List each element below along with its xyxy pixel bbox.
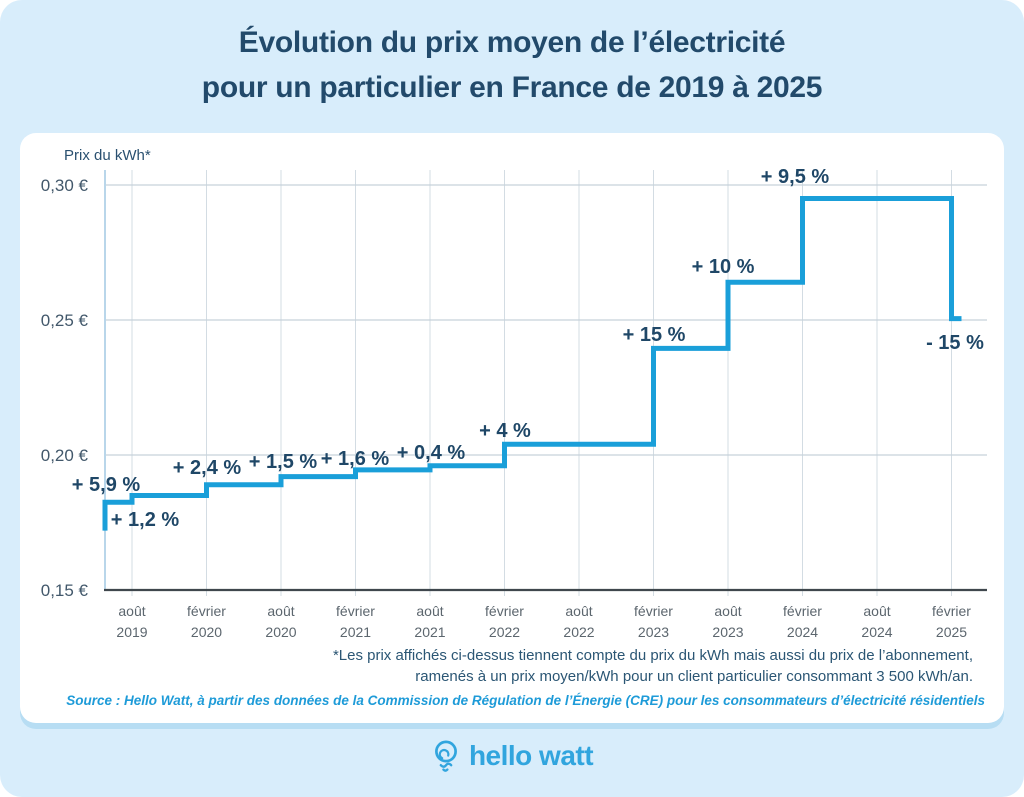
x-tick-label: août 2021 [414,603,445,640]
hellowatt-logo: hello watt [0,738,1024,774]
x-tick-label: février 2022 [485,603,524,640]
y-tick-label: 0,20 € [41,446,89,465]
x-tick-label: février 2021 [336,603,375,640]
x-tick-label: août 2024 [861,603,892,640]
price-step-line [102,196,962,531]
source-credit: Source : Hello Watt, à partir des donnée… [66,693,985,708]
logo-text: hello watt [468,740,594,771]
x-tick-label: août 2022 [563,603,594,640]
percent-change-annotation: + 5,9 % [72,474,141,496]
x-tick-label: février 2020 [187,603,226,640]
percent-change-annotation: + 0,4 % [397,442,466,464]
x-tick-label: février 2024 [783,603,822,640]
title-line-1: Évolution du prix moyen de l’électricité [238,26,786,59]
percent-change-annotation: + 15 % [623,324,686,346]
percent-change-annotation: + 1,5 % [249,451,318,473]
chart-card: 0,30 € 0,25 € 0,20 € 0,15 € août 2019 février 2… [20,133,1004,723]
price-step-chart: 0,30 € 0,25 € 0,20 € 0,15 € août 2019 février 2… [41,166,987,640]
x-tick-label: février 2023 [634,603,673,640]
footnote-line-2: ramenés à un prix moyen/kWh pour un clie… [415,668,973,685]
x-tick-label: février 2025 [932,603,971,640]
footnote-line-1: *Les prix affichés ci-dessus tiennent co… [332,647,973,664]
x-tick-label: août 2023 [712,603,743,640]
x-tick-label: août 2020 [265,603,296,640]
lightbulb-icon [434,740,457,772]
percent-change-annotation: + 9,5 % [761,166,830,188]
y-axis-title: Prix du kWh* [64,147,151,164]
page-title: Évolution du prix moyen de l’électricité… [0,20,1024,110]
y-tick-label: 0,25 € [41,311,89,330]
footnote: *Les prix affichés ci-dessus tiennent co… [333,645,973,687]
percent-change-annotation: + 10 % [692,256,755,278]
percent-change-annotation: + 4 % [479,420,531,442]
percent-change-annotation: - 15 % [926,332,984,354]
y-tick-label: 0,15 € [41,581,89,600]
x-tick-label: août 2019 [116,603,147,640]
title-line-2: pour un particulier en France de 2019 à … [201,71,823,104]
percent-change-annotation: + 1,2 % [111,509,180,531]
y-tick-label: 0,30 € [41,176,89,195]
percent-change-annotation: + 2,4 % [173,457,242,479]
percent-change-annotation: + 1,6 % [321,448,390,470]
